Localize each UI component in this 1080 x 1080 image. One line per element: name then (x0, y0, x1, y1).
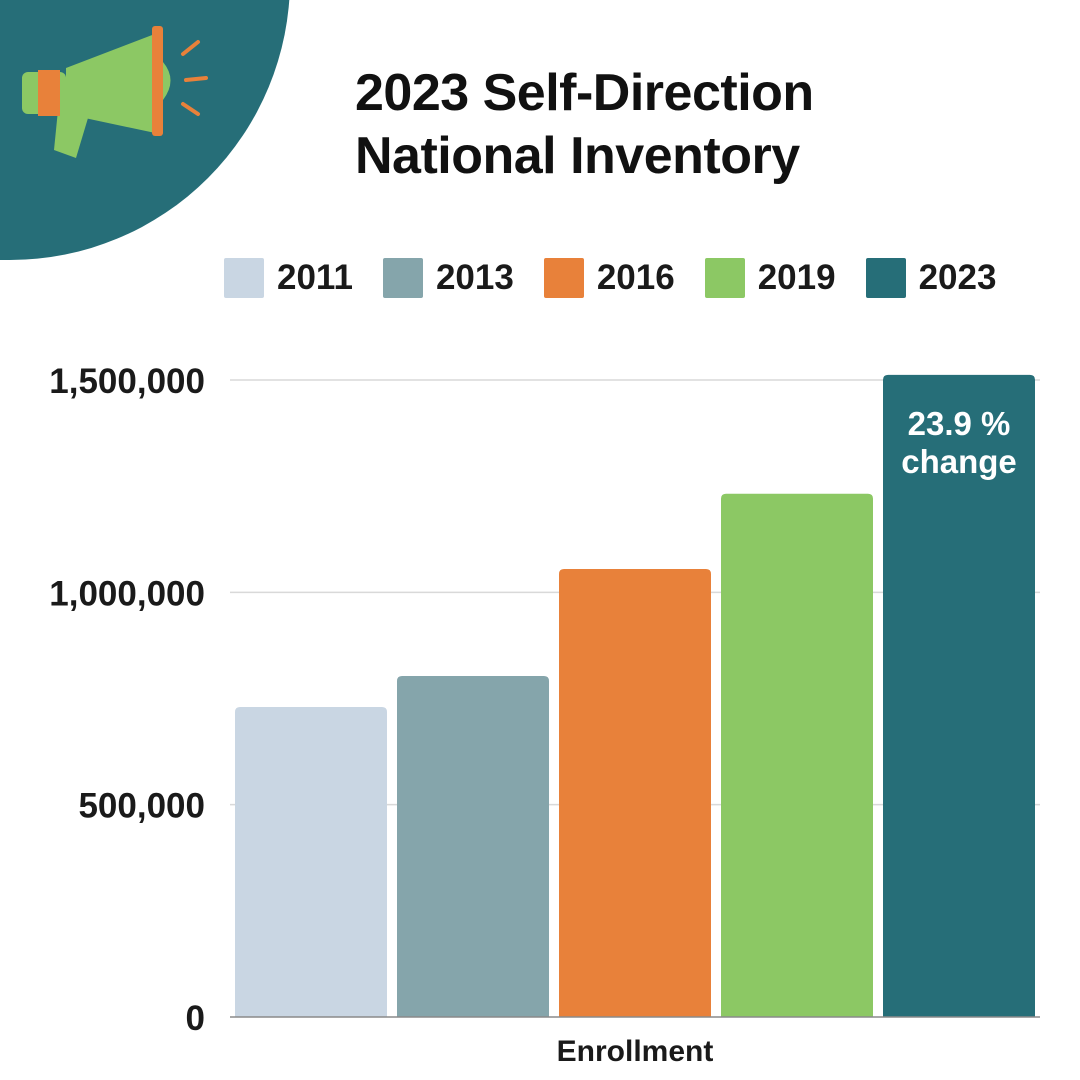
megaphone-icon (22, 26, 208, 158)
legend-label: 2016 (596, 258, 675, 297)
legend-swatch (543, 258, 584, 298)
bar-2013 (397, 675, 549, 1017)
legend-label: 2013 (435, 258, 514, 297)
legend-label: 2011 (277, 258, 353, 297)
y-tick-label: 500,000 (78, 787, 205, 826)
legend-label: 2023 (918, 258, 997, 297)
bar-2011 (235, 706, 387, 1017)
title-line-1: 2023 Self-Direction (355, 64, 814, 122)
legend-swatch (704, 258, 745, 298)
x-category-label: Enrollment (557, 1035, 714, 1068)
legend-label: 2019 (757, 258, 836, 297)
annotation-percent: 23.9 % (908, 405, 1011, 442)
y-tick-label: 1,000,000 (49, 574, 205, 613)
bar-2016 (559, 568, 711, 1017)
legend-item-2023: 2023 (865, 258, 997, 298)
legend-item-2013: 2013 (382, 258, 514, 298)
legend-swatch (865, 258, 906, 298)
legend-item-2011: 2011 (224, 258, 353, 298)
legend-item-2016: 2016 (543, 258, 675, 298)
title-line-2: National Inventory (355, 127, 800, 186)
chart-legend: 2011 2013 2016 2019 2023 (224, 258, 996, 298)
annotation-change: change (901, 443, 1017, 480)
legend-item-2019: 2019 (704, 258, 836, 298)
bar-2019 (721, 493, 873, 1017)
y-tick-label: 1,500,000 (49, 362, 205, 401)
legend-swatch (382, 258, 423, 298)
page-title: 2023 Self-Direction National Inventory (355, 62, 814, 189)
y-tick-label: 0 (186, 999, 205, 1038)
legend-swatch (224, 258, 264, 298)
bar-2023 (883, 374, 1035, 1017)
